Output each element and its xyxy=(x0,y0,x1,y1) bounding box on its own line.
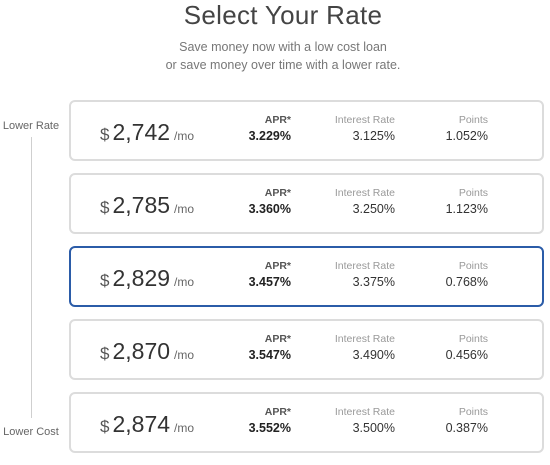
apr-value: 3.360% xyxy=(248,202,291,216)
rate-option-card[interactable]: $2,829/mo APR* 3.457% Interest Rate 3.37… xyxy=(69,246,544,307)
interest-rate-label: Interest Rate xyxy=(334,114,395,126)
apr-value: 3.457% xyxy=(248,275,291,289)
per-month-label: /mo xyxy=(174,348,195,362)
points-label: Points xyxy=(458,406,488,418)
payment-amount: 2,870 xyxy=(112,338,171,364)
apr-label: APR* xyxy=(264,333,291,345)
monthly-payment: $2,870/mo xyxy=(100,338,194,365)
interest-rate-value: 3.250% xyxy=(352,202,395,216)
monthly-payment: $2,829/mo xyxy=(100,265,194,292)
per-month-label: /mo xyxy=(174,202,195,216)
interest-rate-value: 3.125% xyxy=(352,129,395,143)
monthly-payment: $2,874/mo xyxy=(100,411,194,438)
per-month-label: /mo xyxy=(174,421,195,435)
page-subtitle: Save money now with a low cost loan or s… xyxy=(0,38,550,74)
apr-value: 3.547% xyxy=(248,348,291,362)
per-month-label: /mo xyxy=(174,275,195,289)
interest-rate-column: Interest Rate 3.490% xyxy=(335,332,395,364)
interest-rate-label: Interest Rate xyxy=(334,333,395,345)
rate-option-card[interactable]: $2,785/mo APR* 3.360% Interest Rate 3.25… xyxy=(69,173,544,234)
currency-symbol: $ xyxy=(100,344,110,363)
rate-option-card[interactable]: $2,742/mo APR* 3.229% Interest Rate 3.12… xyxy=(69,100,544,161)
interest-rate-value: 3.500% xyxy=(352,421,395,435)
points-label: Points xyxy=(458,260,488,272)
points-column: Points 1.123% xyxy=(446,186,488,218)
rate-option-card[interactable]: $2,874/mo APR* 3.552% Interest Rate 3.50… xyxy=(69,392,544,453)
currency-symbol: $ xyxy=(100,417,110,436)
per-month-label: /mo xyxy=(174,129,195,143)
apr-label: APR* xyxy=(264,114,291,126)
apr-column: APR* 3.229% xyxy=(249,113,291,145)
currency-symbol: $ xyxy=(100,198,110,217)
payment-amount: 2,874 xyxy=(112,411,171,437)
monthly-payment: $2,742/mo xyxy=(100,119,194,146)
apr-label: APR* xyxy=(264,406,291,418)
points-label: Points xyxy=(458,333,488,345)
points-value: 0.387% xyxy=(445,421,488,435)
points-column: Points 1.052% xyxy=(446,113,488,145)
interest-rate-column: Interest Rate 3.125% xyxy=(335,113,395,145)
apr-value: 3.552% xyxy=(248,421,291,435)
interest-rate-column: Interest Rate 3.250% xyxy=(335,186,395,218)
apr-column: APR* 3.360% xyxy=(249,186,291,218)
scale-label-lower-cost: Lower Cost xyxy=(3,426,59,438)
subtitle-line-1: Save money now with a low cost loan xyxy=(179,40,387,54)
points-label: Points xyxy=(458,187,488,199)
points-value: 0.768% xyxy=(445,275,488,289)
subtitle-line-2: or save money over time with a lower rat… xyxy=(165,58,401,72)
points-column: Points 0.387% xyxy=(446,405,488,437)
points-value: 1.052% xyxy=(445,129,488,143)
apr-label: APR* xyxy=(264,187,291,199)
payment-amount: 2,742 xyxy=(112,119,171,145)
points-value: 0.456% xyxy=(445,348,488,362)
interest-rate-label: Interest Rate xyxy=(334,406,395,418)
interest-rate-column: Interest Rate 3.375% xyxy=(335,259,395,291)
apr-column: APR* 3.457% xyxy=(249,259,291,291)
interest-rate-value: 3.375% xyxy=(352,275,395,289)
points-column: Points 0.456% xyxy=(446,332,488,364)
interest-rate-value: 3.490% xyxy=(352,348,395,362)
payment-amount: 2,829 xyxy=(112,265,171,291)
apr-column: APR* 3.552% xyxy=(249,405,291,437)
rate-options-list: $2,742/mo APR* 3.229% Interest Rate 3.12… xyxy=(69,100,544,465)
scale-line xyxy=(31,137,32,418)
apr-value: 3.229% xyxy=(248,129,291,143)
monthly-payment: $2,785/mo xyxy=(100,192,194,219)
interest-rate-label: Interest Rate xyxy=(334,187,395,199)
currency-symbol: $ xyxy=(100,271,110,290)
scale-label-lower-rate: Lower Rate xyxy=(2,120,60,132)
apr-label: APR* xyxy=(264,260,291,272)
interest-rate-column: Interest Rate 3.500% xyxy=(335,405,395,437)
interest-rate-label: Interest Rate xyxy=(334,260,395,272)
payment-amount: 2,785 xyxy=(112,192,171,218)
rate-option-card[interactable]: $2,870/mo APR* 3.547% Interest Rate 3.49… xyxy=(69,319,544,380)
points-label: Points xyxy=(458,114,488,126)
points-value: 1.123% xyxy=(445,202,488,216)
page-title: Select Your Rate xyxy=(183,0,383,30)
apr-column: APR* 3.547% xyxy=(249,332,291,364)
currency-symbol: $ xyxy=(100,125,110,144)
points-column: Points 0.768% xyxy=(446,259,488,291)
